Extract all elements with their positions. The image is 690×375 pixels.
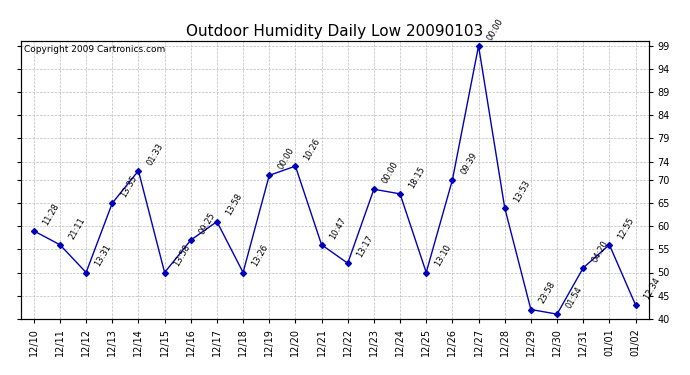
Text: 13:53: 13:53: [512, 178, 531, 204]
Text: 21:11: 21:11: [67, 216, 86, 241]
Text: 11:28: 11:28: [41, 201, 61, 227]
Text: 01:54: 01:54: [564, 285, 584, 310]
Text: 04:20: 04:20: [590, 238, 610, 264]
Text: 00:00: 00:00: [381, 160, 400, 185]
Text: 13:31: 13:31: [93, 243, 113, 268]
Text: 13:10: 13:10: [433, 243, 453, 268]
Text: 12:55: 12:55: [616, 216, 636, 241]
Title: Outdoor Humidity Daily Low 20090103: Outdoor Humidity Daily Low 20090103: [186, 24, 483, 39]
Text: 13:35: 13:35: [119, 174, 139, 199]
Text: 12:34: 12:34: [642, 276, 662, 301]
Text: 13:17: 13:17: [355, 234, 375, 259]
Text: 00:00: 00:00: [276, 146, 296, 171]
Text: 09:25: 09:25: [198, 211, 217, 236]
Text: 01:33: 01:33: [146, 141, 165, 166]
Text: 00:00: 00:00: [486, 16, 505, 42]
Text: 13:26: 13:26: [250, 243, 270, 268]
Text: Copyright 2009 Cartronics.com: Copyright 2009 Cartronics.com: [24, 45, 165, 54]
Text: 09:39: 09:39: [460, 151, 479, 176]
Text: 10:47: 10:47: [328, 215, 348, 241]
Text: 23:58: 23:58: [538, 280, 558, 305]
Text: 18:15: 18:15: [407, 165, 426, 190]
Text: 10:26: 10:26: [302, 137, 322, 162]
Text: 13:58: 13:58: [172, 243, 191, 268]
Text: 13:58: 13:58: [224, 192, 244, 217]
